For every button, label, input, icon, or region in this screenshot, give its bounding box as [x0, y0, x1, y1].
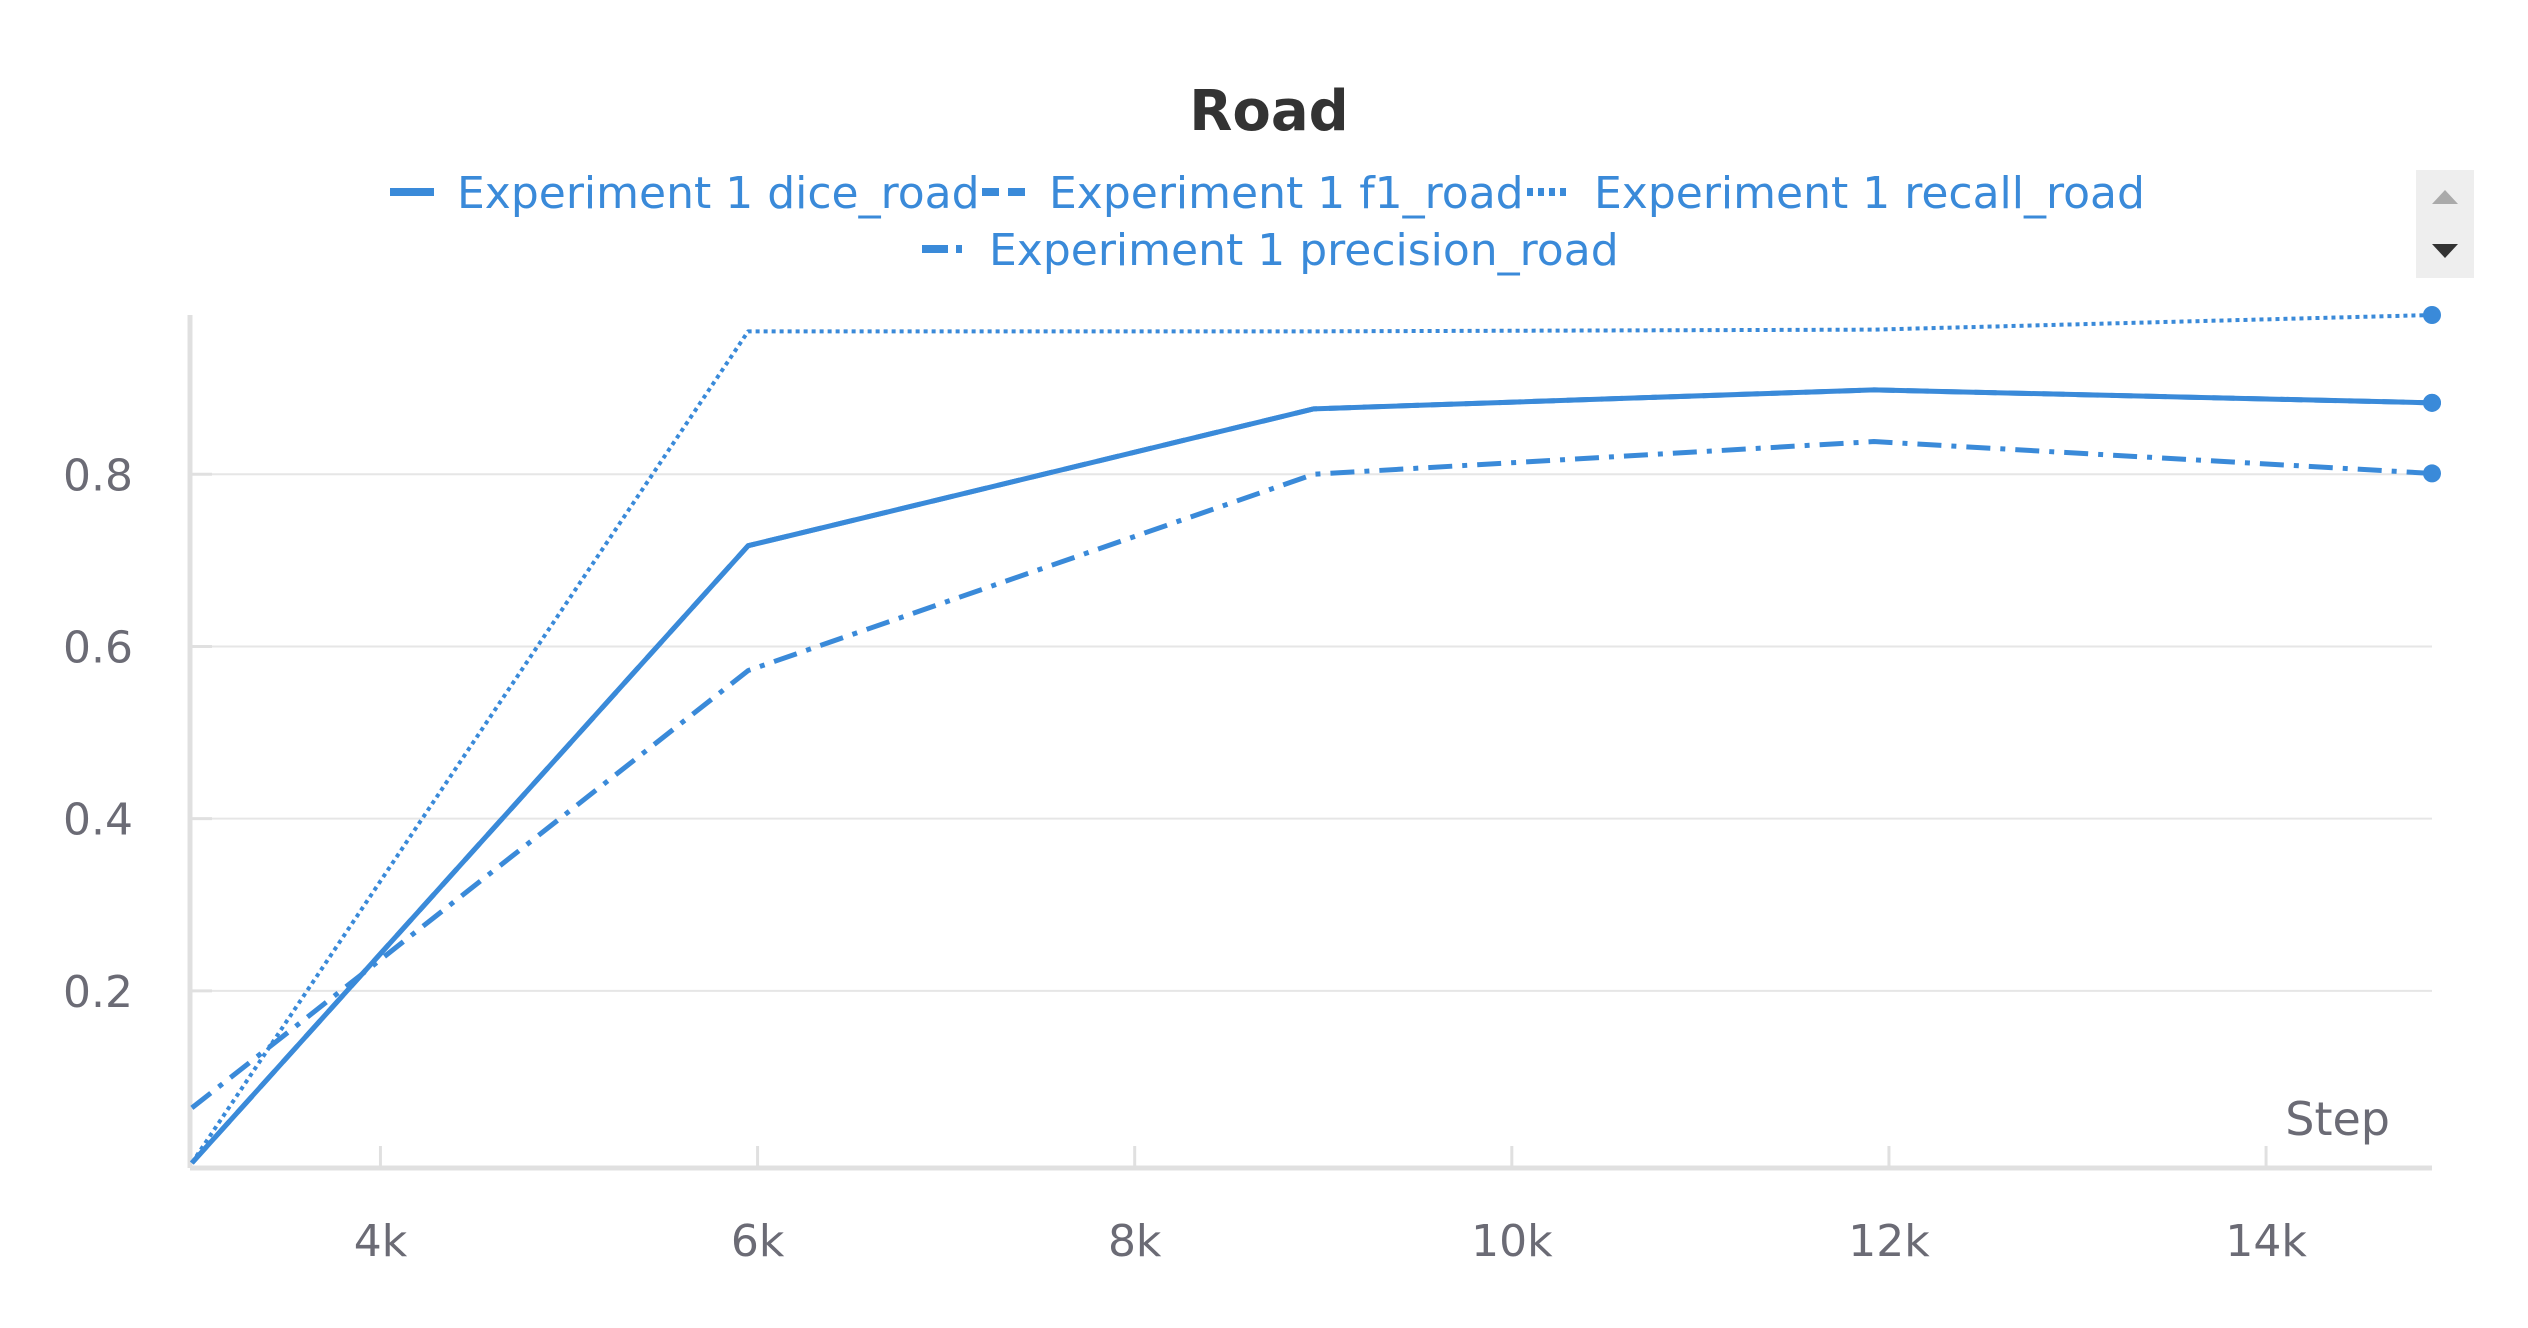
legend-item[interactable]: Experiment 1 dice_road [390, 168, 980, 219]
series-line[interactable] [190, 387, 2433, 1165]
legend-label: Experiment 1 precision_road [989, 225, 1619, 276]
legend: Experiment 1 dice_road Experiment 1 f1_ro… [390, 168, 2145, 276]
series-line[interactable] [190, 313, 2433, 1165]
triangle-down-icon [2432, 244, 2458, 258]
chart-title: Road [1189, 79, 1348, 144]
x-tick-label: 8k [1108, 1216, 1162, 1267]
series-line[interactable] [190, 387, 2433, 1165]
legend-item[interactable]: Experiment 1 f1_road [982, 168, 1524, 219]
y-tick-label: 0.2 [63, 967, 133, 1018]
series-end-point[interactable] [2423, 393, 2441, 412]
series-dashed [190, 387, 2441, 1165]
y-tick-label: 0.6 [63, 622, 133, 673]
legend-scroll-down-button[interactable] [2416, 224, 2474, 278]
legend-label: Experiment 1 f1_road [1049, 168, 1524, 219]
triangle-up-icon [2432, 190, 2458, 204]
axes: 0.2 0.4 0.6 0.8 4k 6k 8k 10k 12k 14k [63, 315, 2432, 1267]
x-tick-label: 10k [1471, 1216, 1553, 1267]
x-axis-title: Step [2285, 1092, 2390, 1146]
series-solid [190, 387, 2441, 1165]
series-line[interactable] [190, 439, 2433, 1110]
y-tick-label: 0.8 [63, 450, 133, 501]
grid [190, 473, 2432, 992]
legend-label: Experiment 1 recall_road [1594, 168, 2145, 219]
legend-label: Experiment 1 dice_road [457, 168, 980, 219]
x-tick-label: 6k [731, 1216, 785, 1267]
series-group [190, 306, 2441, 1165]
series-dotted [190, 306, 2441, 1165]
legend-item[interactable]: Experiment 1 precision_road [922, 225, 1619, 276]
x-tick-label: 14k [2225, 1216, 2307, 1267]
y-tick-label: 0.4 [63, 795, 133, 846]
series-end-point[interactable] [2423, 464, 2441, 483]
series-end-point[interactable] [2423, 306, 2441, 324]
x-tick-label: 12k [1848, 1216, 1930, 1267]
legend-scroll-up-button[interactable] [2416, 170, 2474, 224]
x-tick-label: 4k [354, 1216, 408, 1267]
legend-item[interactable]: Experiment 1 recall_road [1527, 168, 2145, 219]
series-dashdot [190, 439, 2441, 1110]
